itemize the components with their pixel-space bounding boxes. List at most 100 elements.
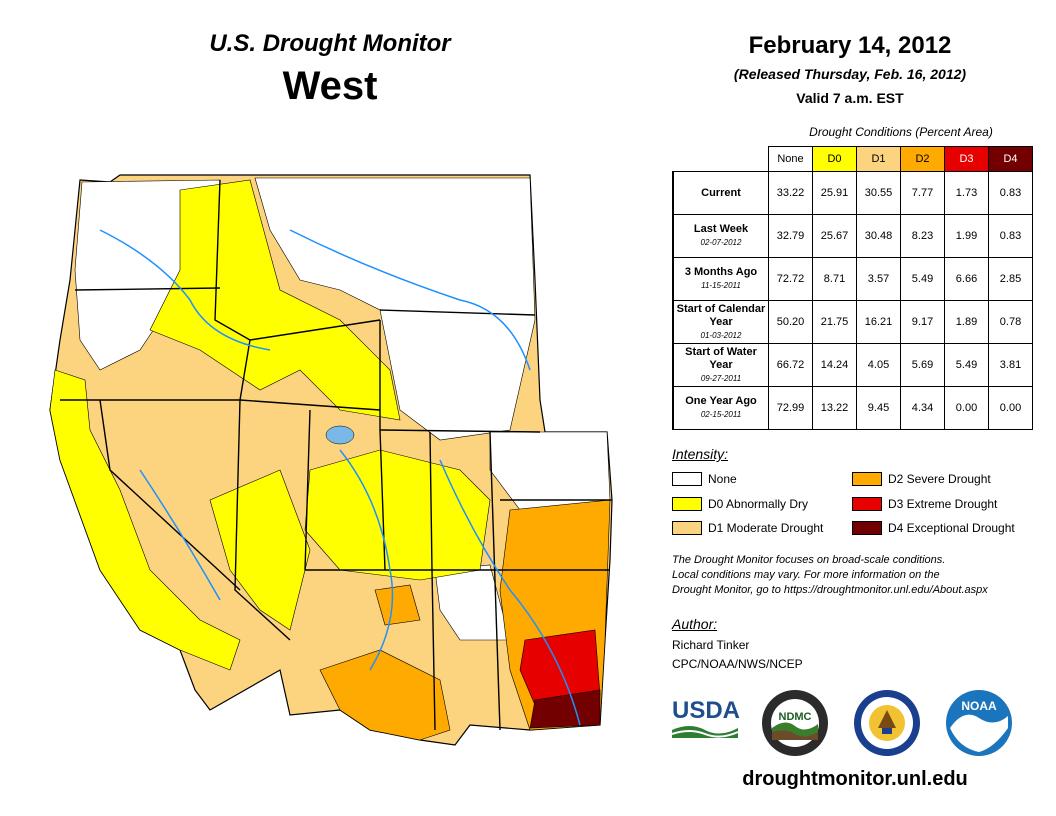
row-label: One Year Ago 02-15-2011: [672, 386, 769, 430]
legend-swatch: [852, 472, 882, 486]
cell-value: 16.21: [856, 300, 901, 344]
row-label-text: Current: [701, 186, 741, 199]
column-header-d3: D3: [944, 146, 989, 172]
great-salt-lake: [325, 425, 355, 445]
cell-value: 25.91: [812, 171, 857, 215]
usda-logo-text: USDA: [672, 697, 740, 724]
cell-value: 0.00: [988, 386, 1033, 430]
legend-swatch: [672, 472, 702, 486]
legend-label: D0 Abnormally Dry: [708, 497, 809, 511]
column-header-none: None: [768, 146, 813, 172]
note-line: The Drought Monitor focuses on broad-sca…: [672, 554, 946, 566]
row-label-text: Start of Water Year: [685, 345, 757, 371]
row-label: Start of Calendar Year 01-03-2012: [672, 300, 769, 344]
cell-value: 0.00: [944, 386, 989, 430]
usda-logo: USDA: [671, 697, 740, 738]
legend-item-d4: D4 Exceptional Drought: [852, 521, 1015, 535]
table-corner: [673, 146, 769, 172]
row-label: Last Week 02-07-2012: [672, 214, 769, 258]
table-header-row: None D0 D1 D2 D3 D4: [673, 146, 1033, 172]
d0-area-idaho: [149, 179, 401, 421]
cell-value: 72.72: [768, 257, 813, 301]
row-date: 02-07-2012: [700, 238, 742, 247]
cell-value: 6.66: [944, 257, 989, 301]
cell-value: 25.67: [812, 214, 857, 258]
d4-area-texas: [529, 689, 601, 729]
release-date: (Released Thursday, Feb. 16, 2012): [733, 66, 967, 82]
cell-value: 1.89: [944, 300, 989, 344]
d2-area-arizona-east: [374, 584, 421, 626]
note-line: Drought Monitor, go to https://droughtmo…: [672, 584, 988, 596]
ndmc-logo: NDMC: [762, 690, 828, 756]
legend-item-d3: D3 Extreme Drought: [852, 497, 997, 511]
row-label: Start of Water Year 09-27-2011: [672, 343, 769, 387]
cell-value: 14.24: [812, 343, 857, 387]
legend-label: D3 Extreme Drought: [888, 497, 998, 511]
cell-value: 0.83: [988, 214, 1033, 258]
website-url[interactable]: droughtmonitor.unl.edu: [742, 768, 968, 790]
map-title: U.S. Drought Monitor: [209, 30, 451, 57]
row-date: 11-15-2011: [701, 281, 741, 290]
legend-label: None: [708, 472, 737, 486]
table-row: Current 33.22 25.91 30.55 7.77 1.73 0.83: [672, 171, 1033, 215]
column-header-d1: D1: [856, 146, 901, 172]
drought-conditions-table: None D0 D1 D2 D3 D4 Current 33.22 25.91 …: [672, 146, 1033, 430]
row-label-text: Last Week: [693, 223, 749, 235]
table-row: Start of Water Year 09-27-2011 66.72 14.2…: [672, 343, 1033, 387]
row-date: 01-03-2012: [700, 330, 742, 340]
note-line: Local conditions may vary. For more info…: [672, 569, 940, 581]
cell-value: 30.55: [856, 171, 901, 215]
column-header-d0: D0: [812, 146, 857, 172]
legend-item-d1: D1 Moderate Drought: [672, 521, 823, 535]
cell-value: 0.83: [988, 171, 1033, 215]
cell-value: 9.17: [900, 300, 945, 344]
d2-area-arizona: [319, 649, 451, 741]
row-label: Current: [672, 171, 769, 215]
row-date: 09-27-2011: [700, 373, 742, 383]
cell-value: 3.57: [856, 257, 901, 301]
column-header-d4: D4: [988, 146, 1033, 172]
author-org: CPC/NOAA/NWS/NCEP: [672, 657, 803, 671]
cell-value: 32.79: [768, 214, 813, 258]
table-row: 3 Months Ago 11-15-2011 72.72 8.71 3.57 5…: [672, 257, 1033, 301]
legend-label: D2 Severe Drought: [888, 472, 991, 486]
cell-value: 1.99: [944, 214, 989, 258]
table-row: Last Week 02-07-2012 32.79 25.67 30.48 8.…: [672, 214, 1033, 258]
table-caption: Drought Conditions (Percent Area): [809, 125, 993, 139]
legend-label: D1 Moderate Drought: [708, 521, 824, 535]
author-title: Author:: [672, 616, 718, 632]
d0-area-california-coast: [49, 369, 241, 671]
legend-swatch: [672, 521, 702, 535]
cell-value: 66.72: [768, 343, 813, 387]
table-row: Start of Calendar Year 01-03-2012 50.20 2…: [672, 300, 1033, 344]
cell-value: 1.73: [944, 171, 989, 215]
cell-value: 5.69: [900, 343, 945, 387]
cell-value: 50.20: [768, 300, 813, 344]
legend-swatch: [672, 497, 702, 511]
legend-title: Intensity:: [672, 446, 729, 462]
cell-value: 21.75: [812, 300, 857, 344]
legend-label: D4 Exceptional Drought: [888, 521, 1015, 535]
cell-value: 13.22: [812, 386, 857, 430]
legend-swatch: [852, 497, 882, 511]
row-label-text: 3 Months Ago: [684, 266, 758, 278]
column-header-d2: D2: [900, 146, 945, 172]
legend-item-d0: D0 Abnormally Dry: [672, 497, 808, 511]
row-label: 3 Months Ago 11-15-2011: [672, 257, 769, 301]
drought-map: [49, 174, 613, 746]
noaa-logo-text: NOAA: [961, 699, 997, 713]
cell-value: 9.45: [856, 386, 901, 430]
row-label-text: Start of Calendar Year: [676, 302, 766, 328]
table-row: One Year Ago 02-15-2011 72.99 13.22 9.45 …: [672, 386, 1033, 430]
valid-time: Valid 7 a.m. EST: [796, 90, 904, 106]
legend-item-none: None: [672, 472, 737, 486]
cell-value: 5.49: [900, 257, 945, 301]
cell-value: 0.78: [988, 300, 1033, 344]
map-date: February 14, 2012: [748, 32, 952, 59]
cell-value: 4.34: [900, 386, 945, 430]
cell-value: 30.48: [856, 214, 901, 258]
cell-value: 5.49: [944, 343, 989, 387]
disclaimer-note: The Drought Monitor focuses on broad-sca…: [672, 553, 1042, 598]
row-label-text: One Year Ago: [685, 395, 757, 407]
region-title: West: [282, 64, 378, 108]
